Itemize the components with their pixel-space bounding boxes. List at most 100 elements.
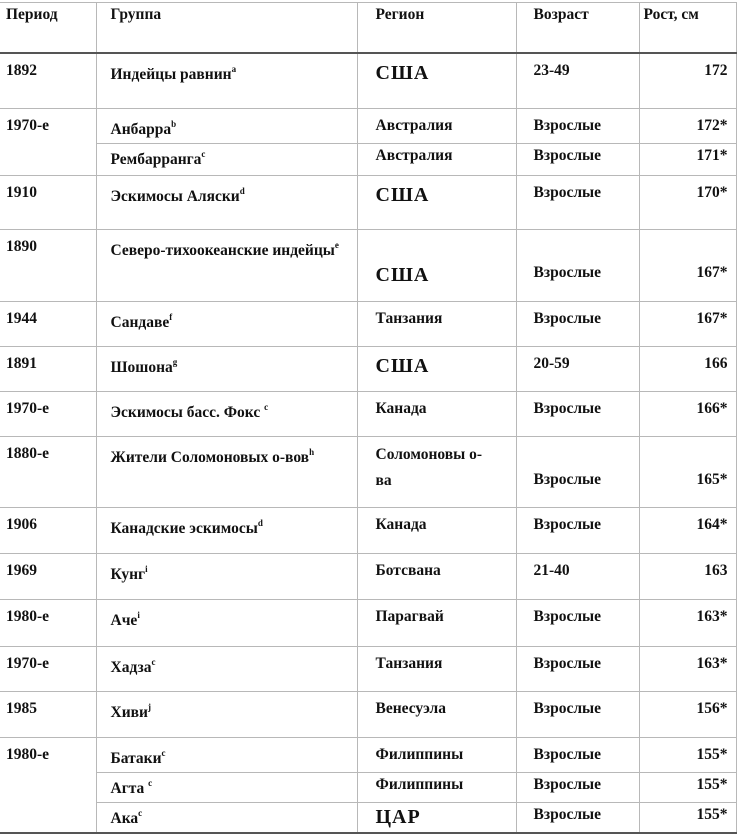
header-period: Период xyxy=(0,2,97,54)
cell-group: Хивиj xyxy=(95,690,358,738)
region-name: Парагвай xyxy=(375,607,444,625)
footnote-marker: c xyxy=(264,401,269,412)
cell-age: Взрослые xyxy=(515,390,640,437)
group-name: Сандаве xyxy=(110,313,170,331)
cell-region: Парагвай xyxy=(356,598,517,647)
footnote-marker: c xyxy=(161,747,166,758)
region-name: США xyxy=(375,354,430,377)
footnote-marker: h xyxy=(309,446,315,457)
cell-height: 172 xyxy=(638,52,737,109)
cell-age: Взрослые xyxy=(515,645,640,692)
region-name: Танзания xyxy=(375,309,443,327)
cell-region: Филиппины xyxy=(356,736,517,773)
cell-region: Соломоновы о-ва xyxy=(356,435,517,508)
cell-period: 1910 xyxy=(0,174,97,230)
cell-age: Взрослые xyxy=(515,598,640,647)
table-row: 1910 Эскимосы Аляскиd США Взрослые 170* xyxy=(0,174,737,230)
cell-group: Жители Соломоновых о-вовh xyxy=(95,435,358,508)
cell-group: Северо-тихоокеанские индейцыe xyxy=(95,228,358,302)
cell-height: 167* xyxy=(638,300,737,347)
group-name: Ака xyxy=(110,809,139,827)
cell-region: Австралия xyxy=(356,107,517,144)
region-name: Филиппины xyxy=(375,775,464,793)
group-name: Эскимосы Аляски xyxy=(110,187,240,205)
cell-region: Танзания xyxy=(356,645,517,692)
cell-height: 172* xyxy=(638,107,737,144)
group-name: Агта xyxy=(110,779,149,797)
cell-height: 155* xyxy=(638,736,737,773)
footnote-marker: d xyxy=(257,517,263,528)
footnote-marker: c xyxy=(151,656,156,667)
cell-region: Австралия xyxy=(356,142,517,176)
region-name: США xyxy=(375,62,430,84)
cell-region: Танзания xyxy=(356,300,517,347)
cell-group: Эскимосы Аляскиd xyxy=(95,174,358,230)
table-row: 1891 Шошонаg США 20-59 166 xyxy=(0,345,737,392)
cell-region: США xyxy=(356,52,517,109)
table-row: Агта c Филиппины Взрослые 155* xyxy=(0,771,737,803)
cell-height: 163 xyxy=(638,552,737,600)
cell-height: 163* xyxy=(638,598,737,647)
cell-height: 170* xyxy=(638,174,737,230)
group-name: Рембарранга xyxy=(110,150,202,168)
table-row: 1944 Сандавеf Танзания Взрослые 167* xyxy=(0,300,737,347)
region-name: Филиппины xyxy=(375,745,464,763)
group-name: Аче xyxy=(110,611,138,629)
group-name: Эскимосы басс. Фокс xyxy=(110,403,265,421)
cell-period: 1980-е xyxy=(0,598,97,647)
group-name: Батаки xyxy=(110,749,162,767)
cell-age: Взрослые xyxy=(515,690,640,738)
header-age: Возраст xyxy=(515,2,640,54)
cell-region: Ботсвана xyxy=(356,552,517,600)
cell-height: 166 xyxy=(638,345,737,392)
region-name: Австралия xyxy=(375,146,453,164)
region-name: Венесуэла xyxy=(375,699,447,717)
table-row: 1980-е Батакиc Филиппины Взрослые 155* xyxy=(0,736,737,834)
region-name: Соломоновы о-ва xyxy=(375,445,483,489)
table-row: Акаc ЦАР Взрослые 155* xyxy=(0,801,737,834)
group-name: Канадские эскимосы xyxy=(110,519,258,537)
cell-age: Взрослые xyxy=(515,142,640,176)
table-row: 1980-е Ачеi Парагвай Взрослые 163* xyxy=(0,598,737,647)
cell-period: 1892 xyxy=(0,52,97,109)
region-name: Канада xyxy=(375,399,427,417)
cell-group: Агта c xyxy=(96,771,358,803)
cell-height: 164* xyxy=(638,506,737,554)
footnote-marker: c xyxy=(138,807,143,818)
cell-height: 163* xyxy=(638,645,737,692)
table-row: 1880-е Жители Соломоновых о-вовh Соломонов… xyxy=(0,435,737,508)
group-name: Жители Соломоновых о-вов xyxy=(110,448,310,466)
cell-age: Взрослые xyxy=(515,107,640,144)
cell-age: Взрослые xyxy=(515,771,640,803)
cell-age: Взрослые xyxy=(515,228,640,302)
cell-region: США xyxy=(356,345,517,392)
cell-region: Венесуэла xyxy=(356,690,517,738)
table-row: 1985 Хивиj Венесуэла Взрослые 156* xyxy=(0,690,737,738)
cell-age: Взрослые xyxy=(515,174,640,230)
cell-group: Сандавеf xyxy=(95,300,358,347)
cell-region: ЦАР xyxy=(356,801,517,834)
cell-age: Взрослые xyxy=(515,801,640,834)
header-group: Группа xyxy=(95,2,358,54)
cell-period: 1880-е xyxy=(0,435,97,508)
footnote-marker: i xyxy=(137,609,140,620)
cell-height: 171* xyxy=(638,142,737,176)
cell-height: 156* xyxy=(638,690,737,738)
region-name: США xyxy=(375,183,430,206)
table-row: 1970-е Эскимосы басс. Фокс c Канада Взрослы… xyxy=(0,390,737,437)
table-row: 1890 Северо-тихоокеанские индейцыe США Взро… xyxy=(0,228,737,302)
cell-region: США xyxy=(356,174,517,230)
group-name: Хадза xyxy=(110,658,152,676)
cell-region: Канада xyxy=(356,390,517,437)
table-row: 1969 Кунгi Ботсвана 21-40 163 xyxy=(0,552,737,600)
cell-group: Канадские эскимосыd xyxy=(95,506,358,554)
cell-height: 155* xyxy=(638,771,737,803)
region-name: Канада xyxy=(375,515,427,533)
cell-age: Взрослые xyxy=(515,300,640,347)
cell-height: 155* xyxy=(638,801,737,834)
cell-region: Филиппины xyxy=(356,771,517,803)
cell-age: Взрослые xyxy=(515,506,640,554)
cell-height: 167* xyxy=(638,228,737,302)
table-row: 1892 Индейцы равнинa США 23-49 172 xyxy=(0,52,737,109)
cell-period: 1969 xyxy=(0,552,97,600)
